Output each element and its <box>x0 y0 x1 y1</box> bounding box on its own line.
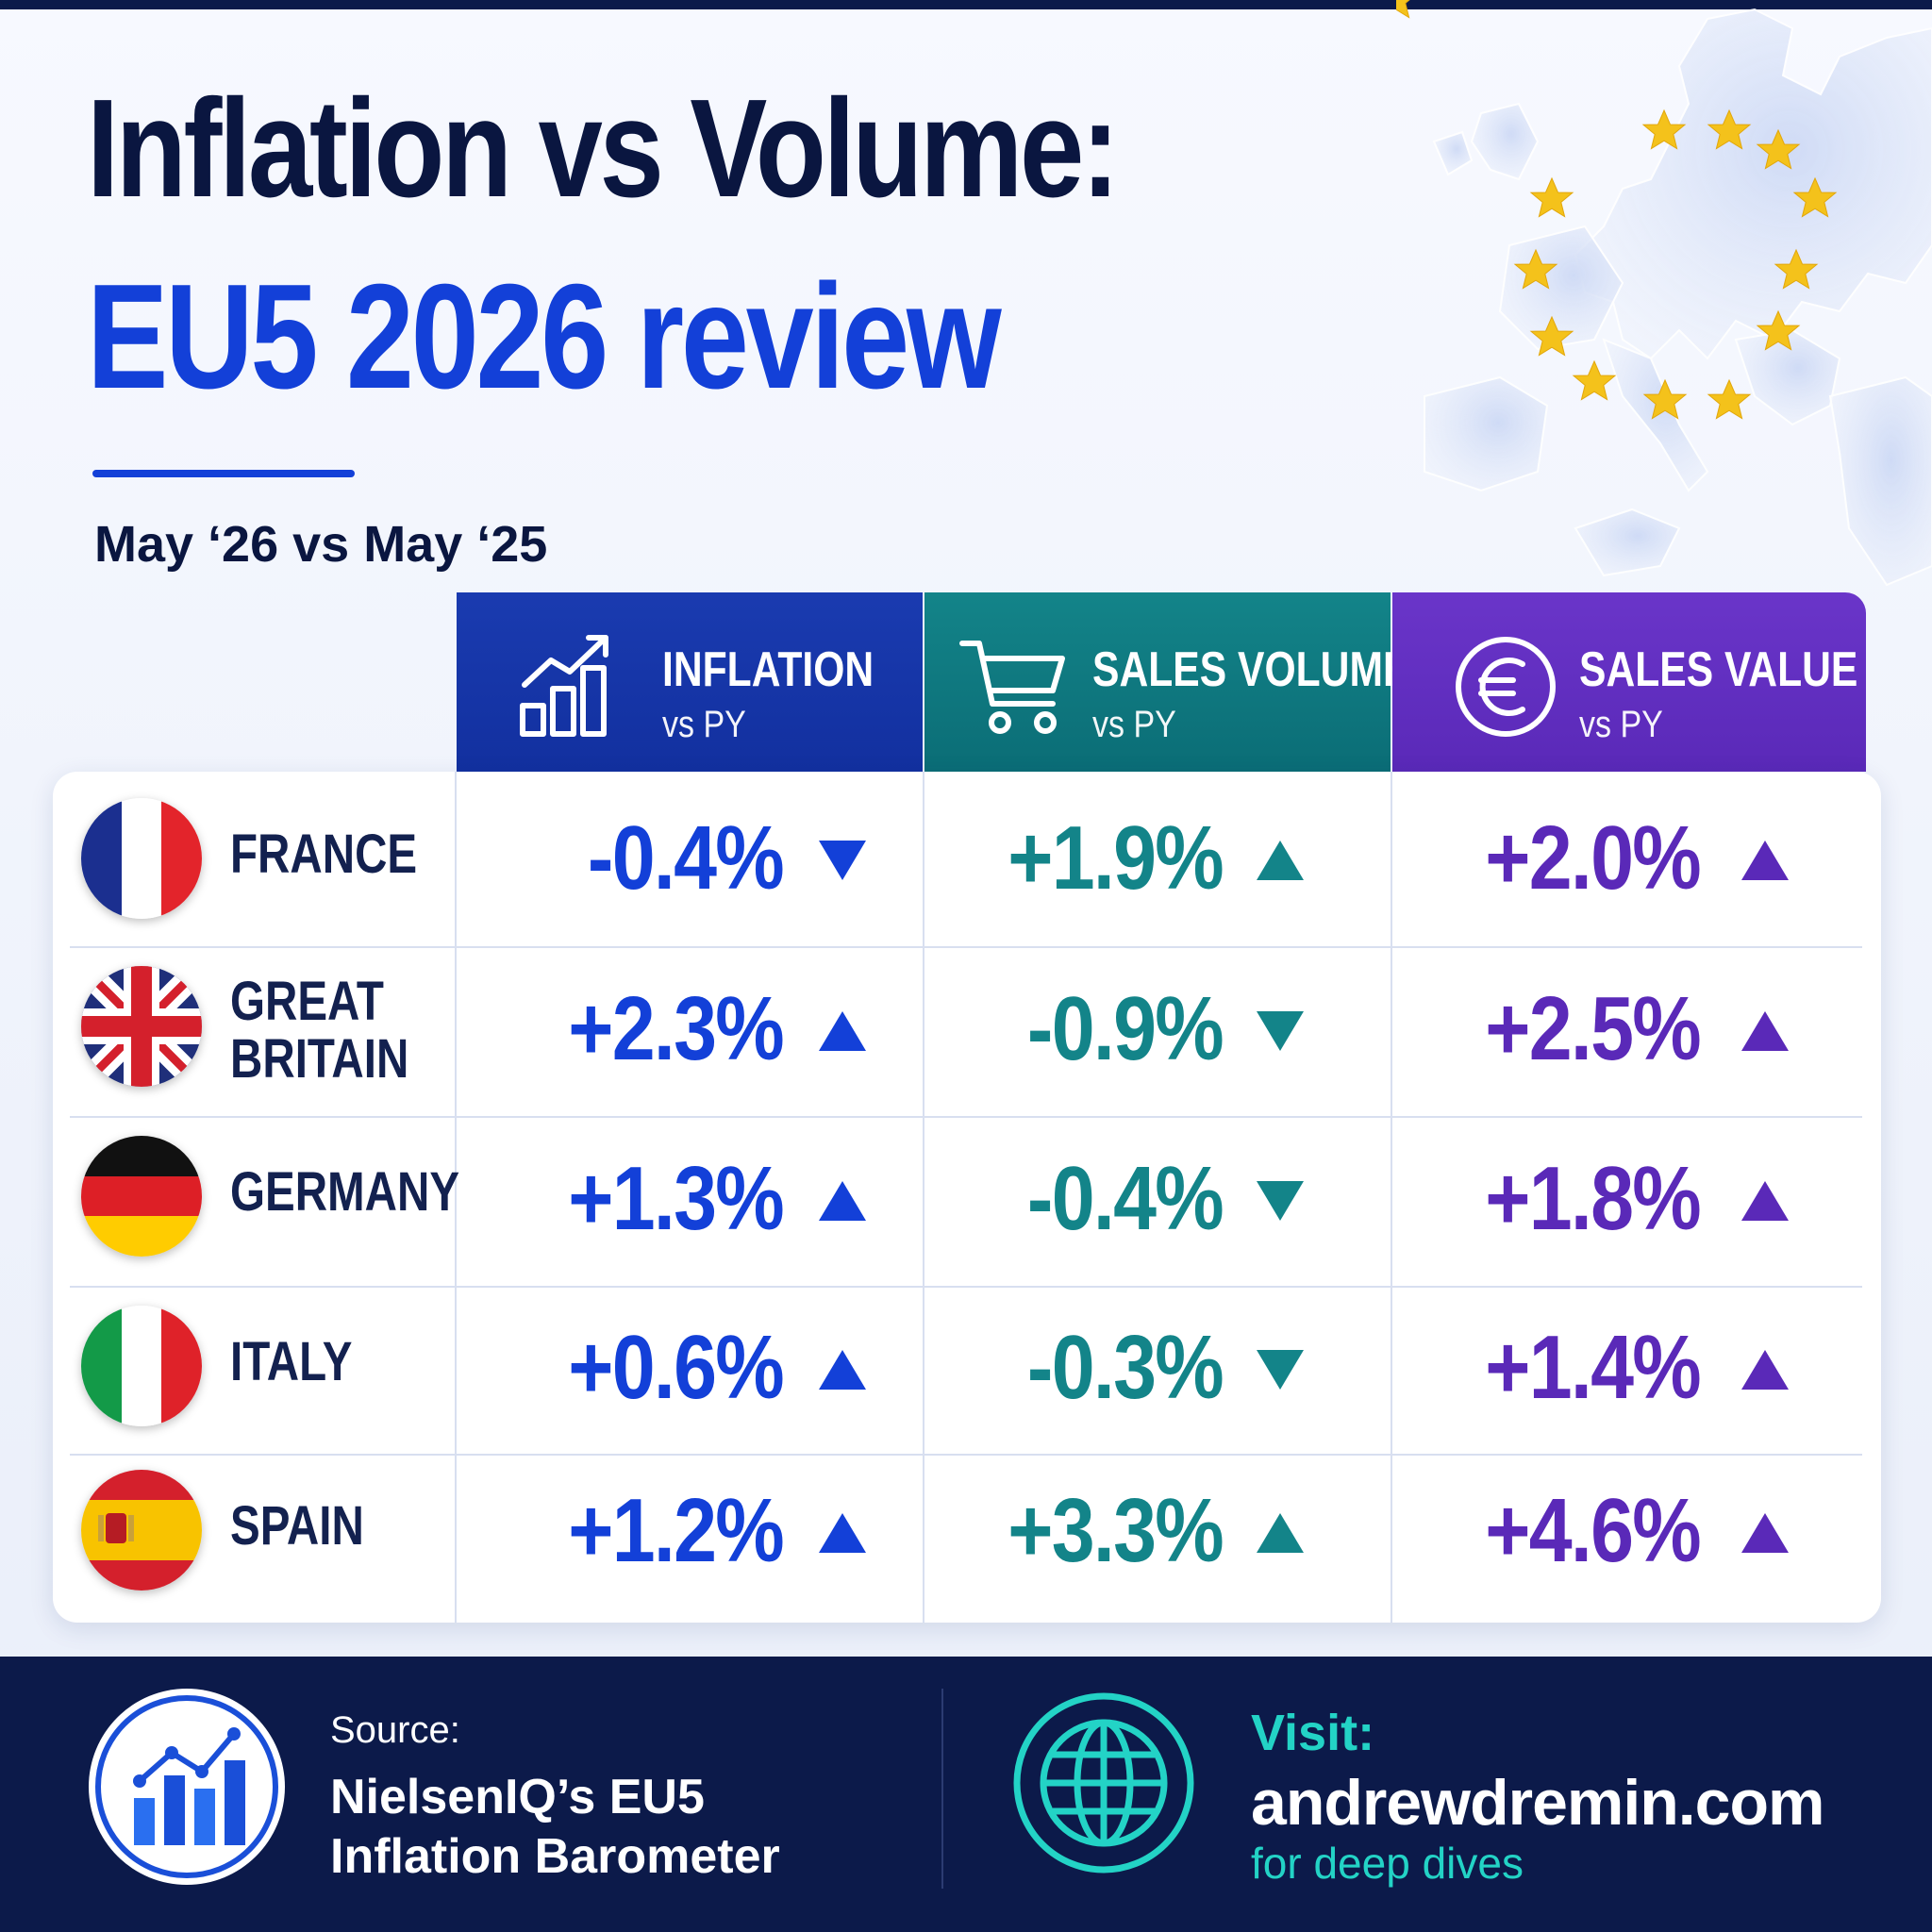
value-cell-volume: -0.4% <box>1026 1148 1224 1249</box>
country-label-spain: SPAIN <box>230 1495 364 1557</box>
data-table <box>53 772 1881 1623</box>
flag-spain-icon <box>81 1470 202 1591</box>
value-cell-inflation: -0.4% <box>587 808 785 908</box>
trend-down-triangle-icon <box>819 841 866 880</box>
growth-chart-icon <box>520 635 608 737</box>
country-label-germany: GERMANY <box>230 1161 460 1223</box>
source-label: Source: <box>330 1709 460 1751</box>
value-cell-inflation: +2.3% <box>568 978 785 1079</box>
globe-icon <box>1013 1692 1194 1874</box>
flag-france-icon <box>81 798 202 919</box>
value-cell-value: +1.4% <box>1485 1317 1702 1418</box>
flag-germany-icon <box>81 1136 202 1257</box>
euro-coin-icon <box>1456 637 1556 737</box>
bar-chart-icon <box>89 1689 285 1885</box>
country-label-france: FRANCE <box>230 824 418 885</box>
title-underline <box>92 470 355 477</box>
visit-label: Visit: <box>1251 1705 1375 1761</box>
period-subtitle: May ‘26 vs May ‘25 <box>94 516 548 573</box>
trend-up-triangle-icon <box>1741 1350 1789 1390</box>
header-inflation-sub: vs PY <box>662 704 746 745</box>
source-text: NielsenIQ’s EU5 Inflation Barometer <box>330 1770 780 1885</box>
trend-up-triangle-icon <box>819 1513 866 1553</box>
footer-divider <box>941 1689 943 1889</box>
trend-up-triangle-icon <box>1257 1513 1304 1553</box>
header-sales-volume-label: SALES VOLUME <box>1092 642 1410 697</box>
trend-up-triangle-icon <box>1257 841 1304 880</box>
flag-great-britain-icon <box>81 966 202 1087</box>
column-divider <box>455 772 457 1623</box>
value-cell-inflation: +0.6% <box>568 1317 785 1418</box>
trend-up-triangle-icon <box>819 1011 866 1051</box>
header-sales-volume: SALES VOLUME vs PY <box>924 592 1409 772</box>
value-cell-value: +4.6% <box>1485 1480 1702 1581</box>
europe-map-illustration <box>1396 0 1932 587</box>
header-sales-value-label: SALES VALUE <box>1579 642 1858 697</box>
value-cell-inflation: +1.2% <box>568 1480 785 1581</box>
trend-down-triangle-icon <box>1257 1181 1304 1221</box>
value-cell-volume: +3.3% <box>1008 1480 1224 1581</box>
value-cell-volume: -0.3% <box>1026 1317 1224 1418</box>
value-cell-volume: -0.9% <box>1026 978 1224 1079</box>
visit-url-link[interactable]: andrewdremin.com <box>1251 1767 1824 1839</box>
trend-up-triangle-icon <box>1741 841 1789 880</box>
trend-up-triangle-icon <box>1741 1181 1789 1221</box>
header-sales-value-sub: vs PY <box>1579 704 1663 745</box>
row-divider <box>70 1286 1862 1288</box>
row-divider <box>70 1116 1862 1118</box>
header-sales-value: SALES VALUE vs PY <box>1392 592 1866 772</box>
shopping-cart-icon <box>959 641 1065 734</box>
flag-italy-icon <box>81 1306 202 1426</box>
title-line-1: Inflation vs Volume: <box>87 71 1120 226</box>
row-divider <box>70 1454 1862 1456</box>
value-cell-inflation: +1.3% <box>568 1148 785 1249</box>
footer <box>0 1657 1932 1932</box>
visit-subtext: for deep dives <box>1251 1839 1524 1888</box>
title-line-2: EU5 2026 review <box>87 254 1002 420</box>
row-divider <box>70 946 1862 948</box>
value-cell-value: +2.5% <box>1485 978 1702 1079</box>
trend-up-triangle-icon <box>819 1181 866 1221</box>
value-cell-value: +2.0% <box>1485 808 1702 908</box>
header-inflation: INFLATION vs PY <box>457 592 923 772</box>
column-divider <box>923 772 924 1623</box>
header-inflation-label: INFLATION <box>662 642 874 697</box>
top-border <box>0 0 1932 9</box>
header-sales-volume-sub: vs PY <box>1092 704 1176 745</box>
trend-up-triangle-icon <box>1741 1011 1789 1051</box>
country-label-italy: ITALY <box>230 1331 353 1392</box>
value-cell-volume: +1.9% <box>1008 808 1224 908</box>
trend-down-triangle-icon <box>1257 1011 1304 1051</box>
value-cell-value: +1.8% <box>1485 1148 1702 1249</box>
trend-up-triangle-icon <box>819 1350 866 1390</box>
country-label-great-britain: GREAT BRITAIN <box>230 971 409 1090</box>
trend-down-triangle-icon <box>1257 1350 1304 1390</box>
column-divider <box>1391 772 1392 1623</box>
trend-up-triangle-icon <box>1741 1513 1789 1553</box>
